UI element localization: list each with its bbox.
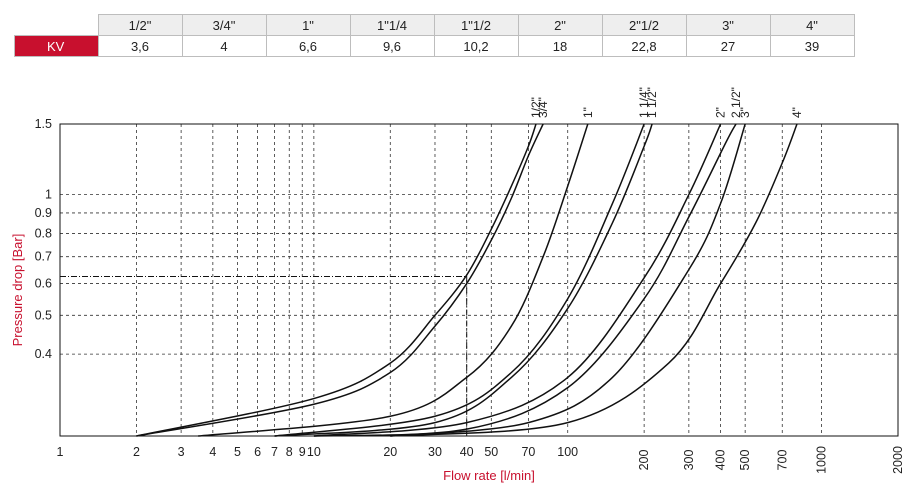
plot-frame (59, 123, 899, 437)
curve-1-1-2 (274, 123, 653, 437)
y-tick-label: 0.6 (35, 277, 52, 291)
curve-3-4 (136, 123, 544, 437)
x-tick-label: 2 (133, 445, 140, 459)
curve-label: 2 1/2" (729, 87, 743, 118)
curve-1-2 (136, 123, 537, 437)
x-tick-label: 50 (484, 445, 498, 459)
curve-1 (198, 123, 589, 437)
kv-value-cell: 27 (685, 35, 771, 57)
chart-grid (60, 124, 898, 436)
kv-table-values-row: KV 3,6 4 6,6 9,6 10,2 18 22,8 27 39 (14, 35, 855, 57)
kv-value-cell: 39 (769, 35, 855, 57)
x-tick-label: 100 (557, 445, 578, 459)
y-axis-title: Pressure drop [Bar] (10, 234, 25, 347)
kv-table-header-row: 1/2" 3/4" 1" 1"1/4 1"1/2 2" 2"1/2 3" 4" (15, 14, 855, 36)
y-tick-label: 1.5 (35, 117, 52, 131)
x-tick-label: 10 (307, 445, 321, 459)
x-tick-label: 20 (383, 445, 397, 459)
x-tick-label: 5 (234, 445, 241, 459)
x-tick-label: 70 (521, 445, 535, 459)
curve-label: 3" (738, 107, 752, 118)
kv-value-cell: 6,6 (265, 35, 351, 57)
x-tick-label: 400 (714, 450, 728, 471)
y-tick-label: 0.4 (35, 347, 52, 361)
chart-curves (136, 123, 798, 437)
x-tick-label: 200 (637, 450, 651, 471)
y-tick-label: 0.7 (35, 250, 52, 264)
kv-table: 1/2" 3/4" 1" 1"1/4 1"1/2 2" 2"1/2 3" 4" … (14, 14, 855, 57)
x-tick-label: 4 (209, 445, 216, 459)
curve-4 (390, 123, 798, 437)
kv-value-cell: 3,6 (97, 35, 183, 57)
x-tick-label: 1 (57, 445, 64, 459)
curve-label: 1 1/2" (645, 87, 659, 118)
x-tick-label: 3 (178, 445, 185, 459)
y-tick-label: 0.5 (35, 308, 52, 322)
x-tick-label: 6 (254, 445, 261, 459)
curve-label: 1 1/4" (637, 87, 651, 118)
kv-value-cell: 22,8 (601, 35, 687, 57)
x-tick-label: 2000 (891, 446, 905, 474)
x-tick-label: 1000 (815, 446, 829, 474)
x-tick-label: 30 (428, 445, 442, 459)
curve-3 (390, 123, 746, 437)
x-tick-label: 300 (682, 450, 696, 471)
x-tick-label: 9 (299, 445, 306, 459)
kv-row-label: KV (14, 35, 99, 57)
kv-value-cell: 18 (517, 35, 603, 57)
kv-size-cell: 4" (769, 14, 855, 36)
kv-size-cell: 1/2" (97, 14, 183, 36)
kv-size-cell: 1"1/2 (433, 14, 519, 36)
x-tick-label: 7 (271, 445, 278, 459)
kv-value-cell: 10,2 (433, 35, 519, 57)
kv-size-cell: 3/4" (181, 14, 267, 36)
curve-labels: 1/2"3/4" 1" 1 1/4"1 1/2" 2" 2 1/2"3" 4" (529, 87, 804, 118)
curve-label: 3/4" (536, 97, 550, 118)
x-tick-label: 8 (286, 445, 293, 459)
curve-2-1-2 (313, 123, 737, 437)
curve-2 (313, 123, 722, 437)
x-axis-title: Flow rate [l/min] (443, 468, 535, 483)
curve-label: 2" (714, 107, 728, 118)
curve-label: 1/2" (529, 97, 543, 118)
chart-ticks: 1 2 3 4 5 6 7 8 9 10 20 30 40 50 70 100 200 300 400 500 700 1… (35, 117, 905, 474)
x-tick-label: 700 (775, 450, 789, 471)
curve-1-1-4 (274, 123, 645, 437)
kv-size-cell: 3" (685, 14, 771, 36)
y-tick-label: 0.9 (35, 206, 52, 220)
curve-label: 4" (790, 107, 804, 118)
curve-label: 1" (581, 107, 595, 118)
y-tick-label: 1 (45, 188, 52, 202)
reference-line (60, 275, 468, 436)
kv-size-cell: 1" (265, 14, 351, 36)
x-tick-label: 40 (460, 445, 474, 459)
y-tick-label: 0.8 (35, 226, 52, 240)
x-tick-label: 500 (738, 450, 752, 471)
kv-size-cell: 2" (517, 14, 603, 36)
